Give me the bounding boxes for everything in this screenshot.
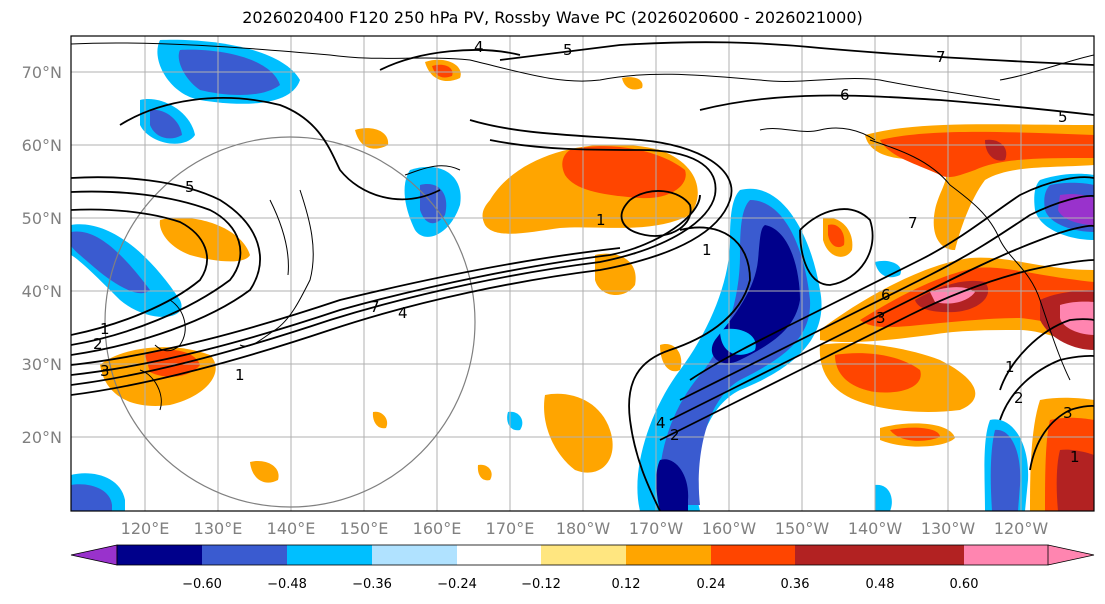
lon-label: 170°W <box>629 519 684 538</box>
lat-label: 50°N <box>22 209 62 228</box>
contour-label: 2 <box>670 426 680 444</box>
contour-label: 2 <box>93 335 103 353</box>
lon-label: 130°E <box>194 519 243 538</box>
colorbar-swatch <box>795 545 880 565</box>
contour-label: 3 <box>876 309 886 327</box>
contour-label: 5 <box>563 41 573 59</box>
contour-label: 7 <box>936 48 946 66</box>
figure-title: 2026020400 F120 250 hPa PV, Rossby Wave … <box>242 8 863 27</box>
contour-label: 4 <box>474 38 484 56</box>
colorbar-extend-high-outline <box>1047 544 1095 566</box>
lon-label: 150°W <box>775 519 830 538</box>
colorbar-swatch <box>117 545 202 565</box>
lon-label: 140°E <box>267 519 316 538</box>
graticule <box>71 36 1094 511</box>
colorbar-swatch <box>541 545 626 565</box>
contour-labels: 4 5 7 6 5 5 7 1 7 4 1 2 3 1 1 6 3 4 2 1 … <box>93 38 1080 466</box>
colorbar-swatch <box>287 545 372 565</box>
contour-label: 1 <box>1070 448 1080 466</box>
colorbar-tick-label: 0.48 <box>866 577 895 592</box>
lon-label: 160°W <box>702 519 757 538</box>
contour-label: 4 <box>398 304 408 322</box>
contour-label: 2 <box>1014 389 1024 407</box>
colorbar-tick-label: −0.36 <box>352 577 392 592</box>
lat-label: 60°N <box>22 136 62 155</box>
colorbar-extend-low <box>70 544 118 566</box>
colorbar-swatch <box>202 545 287 565</box>
contour-label: 6 <box>840 86 850 104</box>
lon-label: 180°W <box>556 519 611 538</box>
colorbar-tick-label: 0.60 <box>950 577 979 592</box>
lat-label: 40°N <box>22 282 62 301</box>
lon-label: 120°W <box>994 519 1049 538</box>
colorbar-swatch <box>626 545 711 565</box>
contour-label: 3 <box>100 362 110 380</box>
contour-label: 3 <box>1063 404 1073 422</box>
colorbar-tick-label: 0.24 <box>697 577 726 592</box>
contour-label: 1 <box>235 366 245 384</box>
colorbar-swatch <box>880 545 964 565</box>
colorbar-tick-label: −0.12 <box>521 577 561 592</box>
contour-label: 6 <box>881 286 891 304</box>
contour-label: 1 <box>1005 358 1015 376</box>
colorbar-tick-label: 0.12 <box>612 577 641 592</box>
region-circle <box>104 136 476 508</box>
lat-label: 30°N <box>22 355 62 374</box>
lon-label: 150°E <box>340 519 389 538</box>
lon-label: 130°W <box>921 519 976 538</box>
lat-labels: 70°N 60°N 50°N 40°N 30°N 20°N <box>22 63 62 447</box>
neg-anomaly-trough-core <box>711 225 800 364</box>
map-frame <box>70 35 1095 512</box>
contour-label: 5 <box>1058 108 1068 126</box>
colorbar-swatch <box>711 545 795 565</box>
lon-label: 160°E <box>413 519 462 538</box>
colorbar-tick-label: −0.48 <box>267 577 307 592</box>
lon-labels: 120°E 130°E 140°E 150°E 160°E 170°E 180°… <box>121 519 1049 538</box>
colorbar-frame <box>116 544 1049 566</box>
contour-label: 1 <box>100 320 110 338</box>
colorbar-tick-label: 0.36 <box>781 577 810 592</box>
lat-label: 20°N <box>22 428 62 447</box>
lon-label: 170°E <box>486 519 535 538</box>
contour-label: 1 <box>596 211 606 229</box>
colorbar-tick-label: −0.24 <box>437 577 477 592</box>
contour-label: 7 <box>908 214 918 232</box>
lat-label: 70°N <box>22 63 62 82</box>
contour-label: 5 <box>185 178 195 196</box>
colorbar-tick-label: −0.60 <box>182 577 222 592</box>
contour-label: 1 <box>702 241 712 259</box>
colorbar-swatch <box>372 545 457 565</box>
lon-label: 140°W <box>848 519 903 538</box>
contour-label: 4 <box>656 414 666 432</box>
colorbar: −0.60 −0.48 −0.36 −0.24 −0.12 0.12 0.24 … <box>70 544 1095 592</box>
pv-contours <box>71 41 1094 511</box>
contour-label: 7 <box>370 298 380 316</box>
colorbar-swatch <box>457 545 541 565</box>
lon-label: 120°E <box>121 519 170 538</box>
